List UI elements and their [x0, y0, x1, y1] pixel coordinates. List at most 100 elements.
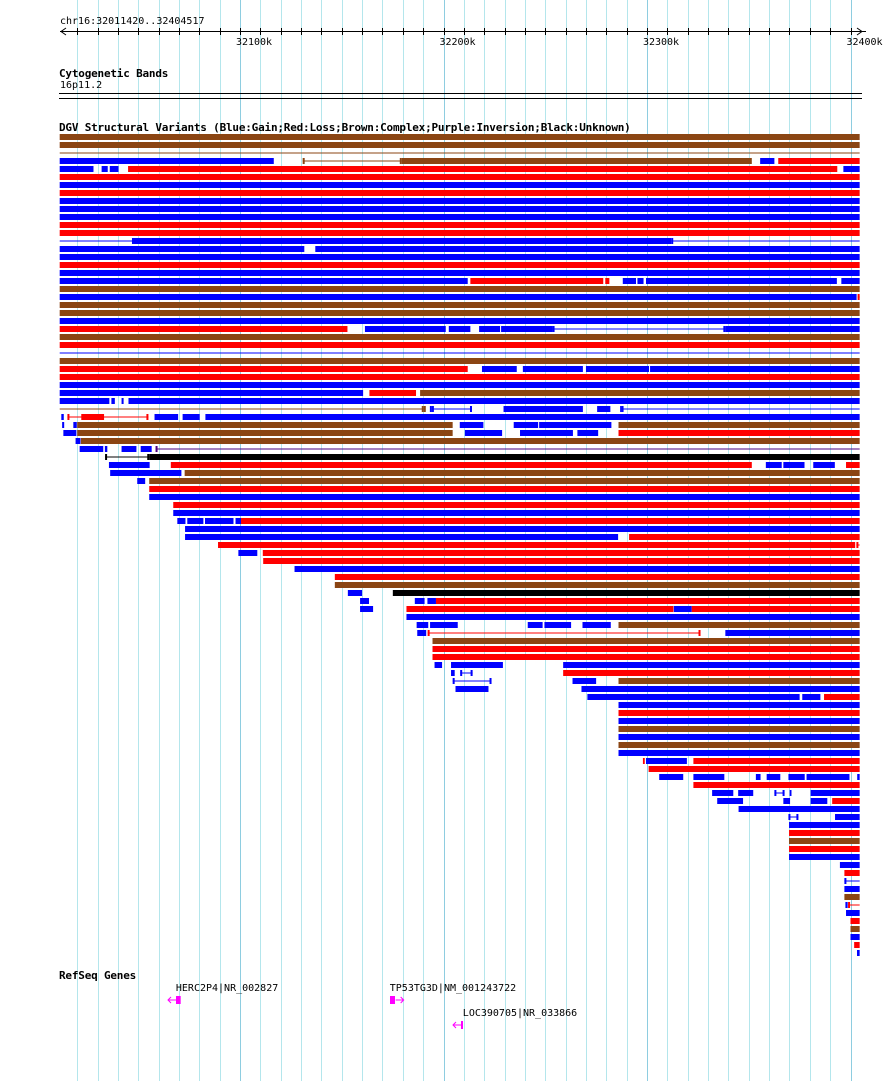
sv-feature[interactable]	[846, 462, 860, 468]
sv-feature[interactable]	[789, 790, 792, 796]
sv-feature[interactable]	[104, 446, 108, 452]
sv-row[interactable]	[844, 894, 860, 900]
sv-feature[interactable]	[59, 230, 860, 236]
sv-feature[interactable]	[645, 758, 687, 764]
sv-feature[interactable]	[520, 430, 573, 436]
sv-feature[interactable]	[149, 494, 860, 500]
sv-row[interactable]	[173, 510, 860, 516]
sv-feature[interactable]	[432, 638, 860, 644]
sv-feature[interactable]	[712, 790, 734, 796]
sv-feature[interactable]	[832, 798, 860, 804]
sv-feature[interactable]	[783, 462, 805, 468]
sv-row[interactable]	[789, 846, 860, 852]
sv-feature[interactable]	[59, 334, 860, 340]
sv-feature[interactable]	[59, 214, 860, 220]
sv-feature[interactable]	[414, 598, 425, 604]
sv-feature[interactable]	[760, 158, 775, 164]
sv-row[interactable]	[137, 478, 860, 484]
sv-feature[interactable]	[406, 606, 674, 612]
sv-row[interactable]	[59, 254, 860, 260]
sv-row[interactable]	[334, 582, 860, 588]
sv-feature[interactable]	[360, 598, 370, 604]
sv-row[interactable]	[618, 702, 860, 708]
sv-feature[interactable]	[73, 422, 77, 428]
sv-row[interactable]	[846, 910, 860, 916]
sv-feature[interactable]	[111, 398, 115, 404]
sv-feature[interactable]	[59, 318, 860, 324]
sv-feature[interactable]	[582, 622, 611, 628]
sv-feature[interactable]	[789, 838, 860, 844]
sv-row[interactable]	[432, 638, 860, 644]
sv-feature[interactable]	[173, 510, 860, 516]
sv-feature[interactable]	[59, 254, 860, 260]
sv-feature[interactable]	[149, 478, 860, 484]
sv-feature[interactable]	[59, 270, 860, 276]
sv-feature[interactable]	[650, 366, 860, 372]
sv-row[interactable]	[59, 238, 860, 244]
sv-feature[interactable]	[59, 310, 860, 316]
sv-row[interactable]	[334, 574, 860, 580]
sv-feature[interactable]	[109, 166, 119, 172]
sv-feature[interactable]	[802, 694, 821, 700]
cytoband-bar[interactable]	[59, 93, 862, 99]
sv-row[interactable]	[854, 942, 860, 948]
sv-row[interactable]	[59, 206, 860, 212]
sv-feature[interactable]	[597, 406, 611, 412]
sv-feature[interactable]	[845, 902, 848, 908]
sv-feature[interactable]	[581, 686, 860, 692]
sv-row[interactable]	[850, 926, 860, 932]
sv-row[interactable]	[432, 654, 860, 660]
sv-row[interactable]	[59, 382, 860, 388]
sv-row[interactable]	[434, 662, 860, 668]
sv-feature[interactable]	[182, 414, 200, 420]
sv-feature[interactable]	[673, 606, 692, 612]
sv-feature[interactable]	[185, 534, 619, 540]
sv-row[interactable]	[218, 542, 860, 548]
sv-feature[interactable]	[59, 278, 468, 284]
sv-feature[interactable]	[81, 414, 105, 420]
sv-row[interactable]	[59, 366, 860, 372]
sv-feature[interactable]	[622, 278, 637, 284]
sv-row[interactable]	[59, 246, 860, 252]
sv-row[interactable]	[59, 342, 860, 348]
sv-feature[interactable]	[59, 382, 860, 388]
sv-feature[interactable]	[59, 158, 274, 164]
sv-feature[interactable]	[427, 598, 436, 604]
sv-row[interactable]	[59, 398, 860, 404]
gene-label[interactable]: LOC390705|NR_033866	[462, 1008, 578, 1019]
sv-feature[interactable]	[448, 326, 471, 332]
sv-feature[interactable]	[61, 414, 64, 420]
sv-feature[interactable]	[725, 326, 860, 332]
sv-feature[interactable]	[451, 662, 503, 668]
sv-feature[interactable]	[843, 166, 860, 172]
sv-feature[interactable]	[839, 862, 860, 868]
sv-row[interactable]	[294, 566, 860, 572]
sv-feature[interactable]	[618, 734, 860, 740]
sv-feature[interactable]	[618, 430, 860, 436]
sv-feature[interactable]	[59, 174, 860, 180]
sv-feature[interactable]	[618, 678, 860, 684]
sv-feature[interactable]	[59, 398, 110, 404]
sv-feature[interactable]	[128, 166, 838, 172]
sv-feature[interactable]	[789, 846, 860, 852]
sv-feature[interactable]	[844, 894, 860, 900]
sv-feature[interactable]	[813, 462, 835, 468]
sv-feature[interactable]	[846, 910, 860, 916]
sv-row[interactable]	[59, 230, 860, 236]
sv-row[interactable]	[360, 606, 860, 612]
sv-row[interactable]	[59, 214, 860, 220]
sv-row[interactable]	[263, 558, 860, 564]
sv-row[interactable]	[659, 774, 860, 780]
sv-feature[interactable]	[59, 190, 860, 196]
sv-feature[interactable]	[401, 158, 752, 164]
sv-row[interactable]	[618, 750, 860, 756]
gene-label[interactable]: HERC2P4|NR_002827	[175, 983, 279, 994]
sv-feature[interactable]	[850, 918, 860, 924]
sv-feature[interactable]	[605, 278, 610, 284]
sv-feature[interactable]	[177, 518, 186, 524]
sv-feature[interactable]	[766, 774, 781, 780]
sv-row[interactable]	[416, 622, 860, 628]
sv-feature[interactable]	[59, 246, 305, 252]
sv-feature[interactable]	[563, 662, 860, 668]
sv-feature[interactable]	[481, 366, 517, 372]
